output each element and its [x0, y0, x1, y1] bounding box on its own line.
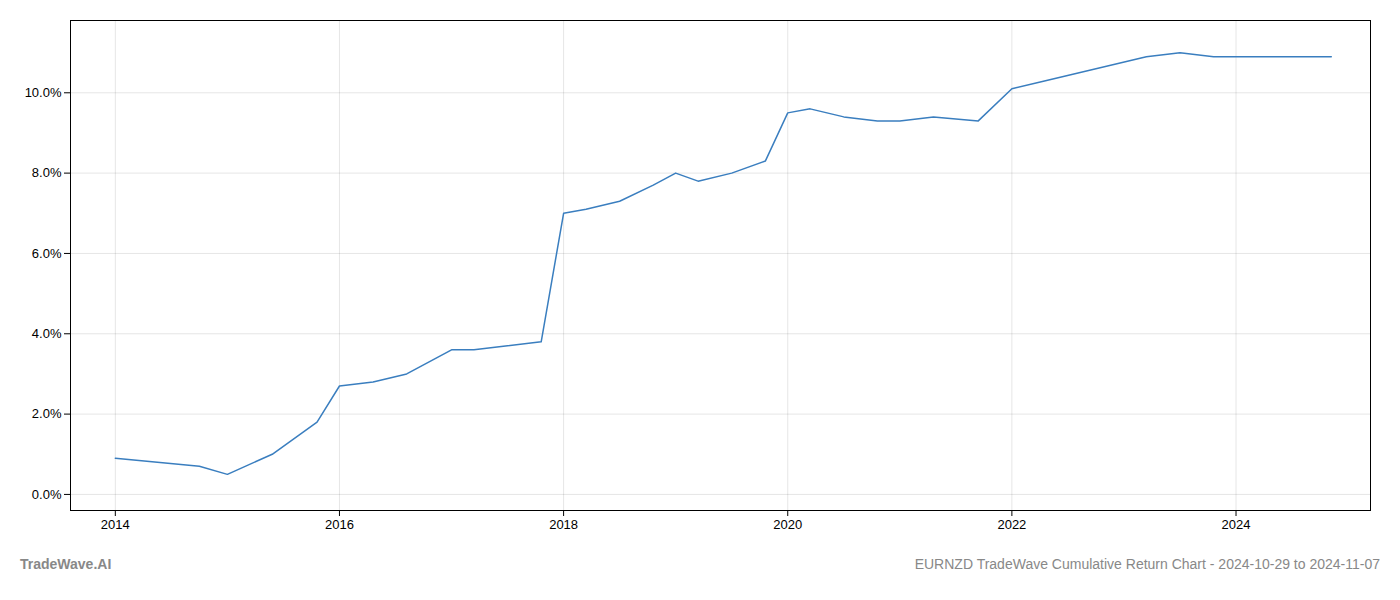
svg-text:2018: 2018	[549, 517, 578, 532]
svg-text:4.0%: 4.0%	[32, 326, 62, 341]
svg-text:0.0%: 0.0%	[32, 487, 62, 502]
svg-text:2024: 2024	[1222, 517, 1251, 532]
svg-text:2020: 2020	[773, 517, 802, 532]
svg-text:10.0%: 10.0%	[25, 85, 62, 100]
html-text:EURNZD TradeWave Cumulative Re: EURNZD TradeWave Cumulative Return Chart…	[914, 556, 1380, 572]
svg-text:6.0%: 6.0%	[32, 246, 62, 261]
svg-text:2.0%: 2.0%	[32, 406, 62, 421]
html-text:TradeWave.AI: TradeWave.AI	[20, 556, 112, 572]
svg-text:2014: 2014	[101, 517, 130, 532]
svg-text:8.0%: 8.0%	[32, 165, 62, 180]
svg-text:2022: 2022	[997, 517, 1026, 532]
svg-text:2016: 2016	[325, 517, 354, 532]
